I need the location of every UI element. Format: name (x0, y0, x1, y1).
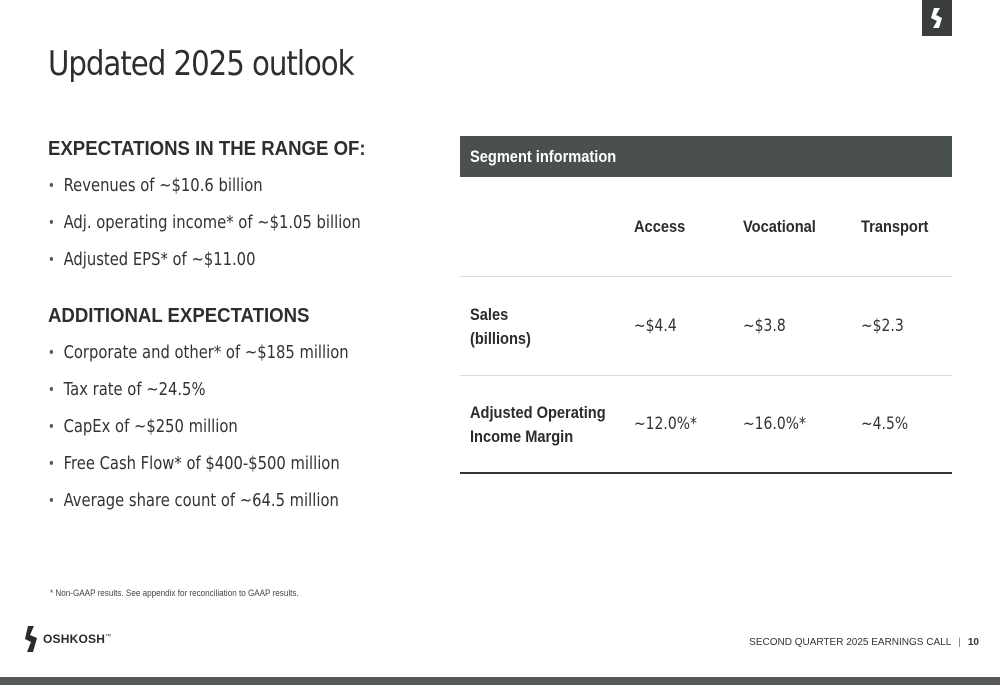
list-item: • Adj. operating income* of ~$1.05 billio… (48, 210, 361, 247)
list-item: • Adjusted EPS* of ~$11.00 (48, 247, 361, 284)
segment-table-title: Segment information (470, 147, 617, 166)
bullet-dot-icon: • (48, 493, 55, 509)
table-cell: ~4.5% (861, 414, 909, 434)
list-item: • CapEx of ~$250 million (48, 414, 349, 451)
footnote: * Non-GAAP results. See appendix for rec… (50, 588, 299, 598)
bullet-dot-icon: • (48, 419, 55, 435)
slide-title: Updated 2025 outlook (48, 44, 355, 84)
table-divider (460, 375, 952, 376)
bullet-dot-icon: • (48, 456, 55, 472)
corner-logo-badge (922, 0, 952, 36)
additional-list: • Corporate and other* of ~$185 million •… (48, 340, 415, 525)
bullet-dot-icon: • (48, 382, 55, 398)
bullet-dot-icon: • (48, 178, 55, 194)
list-item: • Tax rate of ~24.5% (48, 377, 349, 414)
table-cell: ~12.0%* (634, 414, 697, 434)
additional-heading: ADDITIONAL EXPECTATIONS (48, 305, 310, 327)
list-item: • Free Cash Flow* of $400-$500 million (48, 451, 349, 488)
column-header-vocational: Vocational (743, 217, 816, 236)
footer-brand: OSHKOSH™ (24, 626, 111, 652)
column-header-access: Access (634, 217, 686, 236)
table-cell: ~$2.3 (861, 316, 904, 336)
table-cell: ~16.0%* (743, 414, 806, 434)
expectations-list: • Revenues of ~$10.6 billion • Adj. operat… (48, 173, 429, 284)
column-header-transport: Transport (861, 217, 929, 236)
list-item: • Corporate and other* of ~$185 million (48, 340, 349, 377)
page-number: 10 (967, 637, 979, 648)
table-cell: ~$3.8 (743, 316, 786, 336)
row-label-sales: Sales (billions) (470, 305, 531, 348)
expectations-heading: EXPECTATIONS IN THE RANGE OF: (48, 138, 366, 160)
bottom-bar (0, 677, 1000, 685)
table-bottom-rule (460, 472, 952, 474)
list-item: • Revenues of ~$10.6 billion (48, 173, 361, 210)
oshkosh-logo-icon (25, 626, 37, 652)
bullet-dot-icon: • (48, 345, 55, 361)
bullet-dot-icon: • (48, 215, 55, 231)
list-item: • Average share count of ~64.5 million (48, 488, 349, 525)
brand-name: OSHKOSH™ (43, 632, 112, 646)
earnings-call-label: SECOND QUARTER 2025 EARNINGS CALL (749, 637, 952, 648)
segment-table-header: Segment information (460, 136, 952, 177)
row-label-adj-operating-margin: Adjusted Operating Income Margin (470, 403, 606, 446)
oshkosh-mark-icon (931, 8, 942, 28)
footer-separator: | (958, 637, 961, 648)
footer-call-label: SECOND QUARTER 2025 EARNINGS CALL | 10 (749, 637, 979, 648)
bullet-dot-icon: • (48, 252, 55, 268)
table-divider (460, 276, 952, 277)
table-cell: ~$4.4 (634, 316, 677, 336)
